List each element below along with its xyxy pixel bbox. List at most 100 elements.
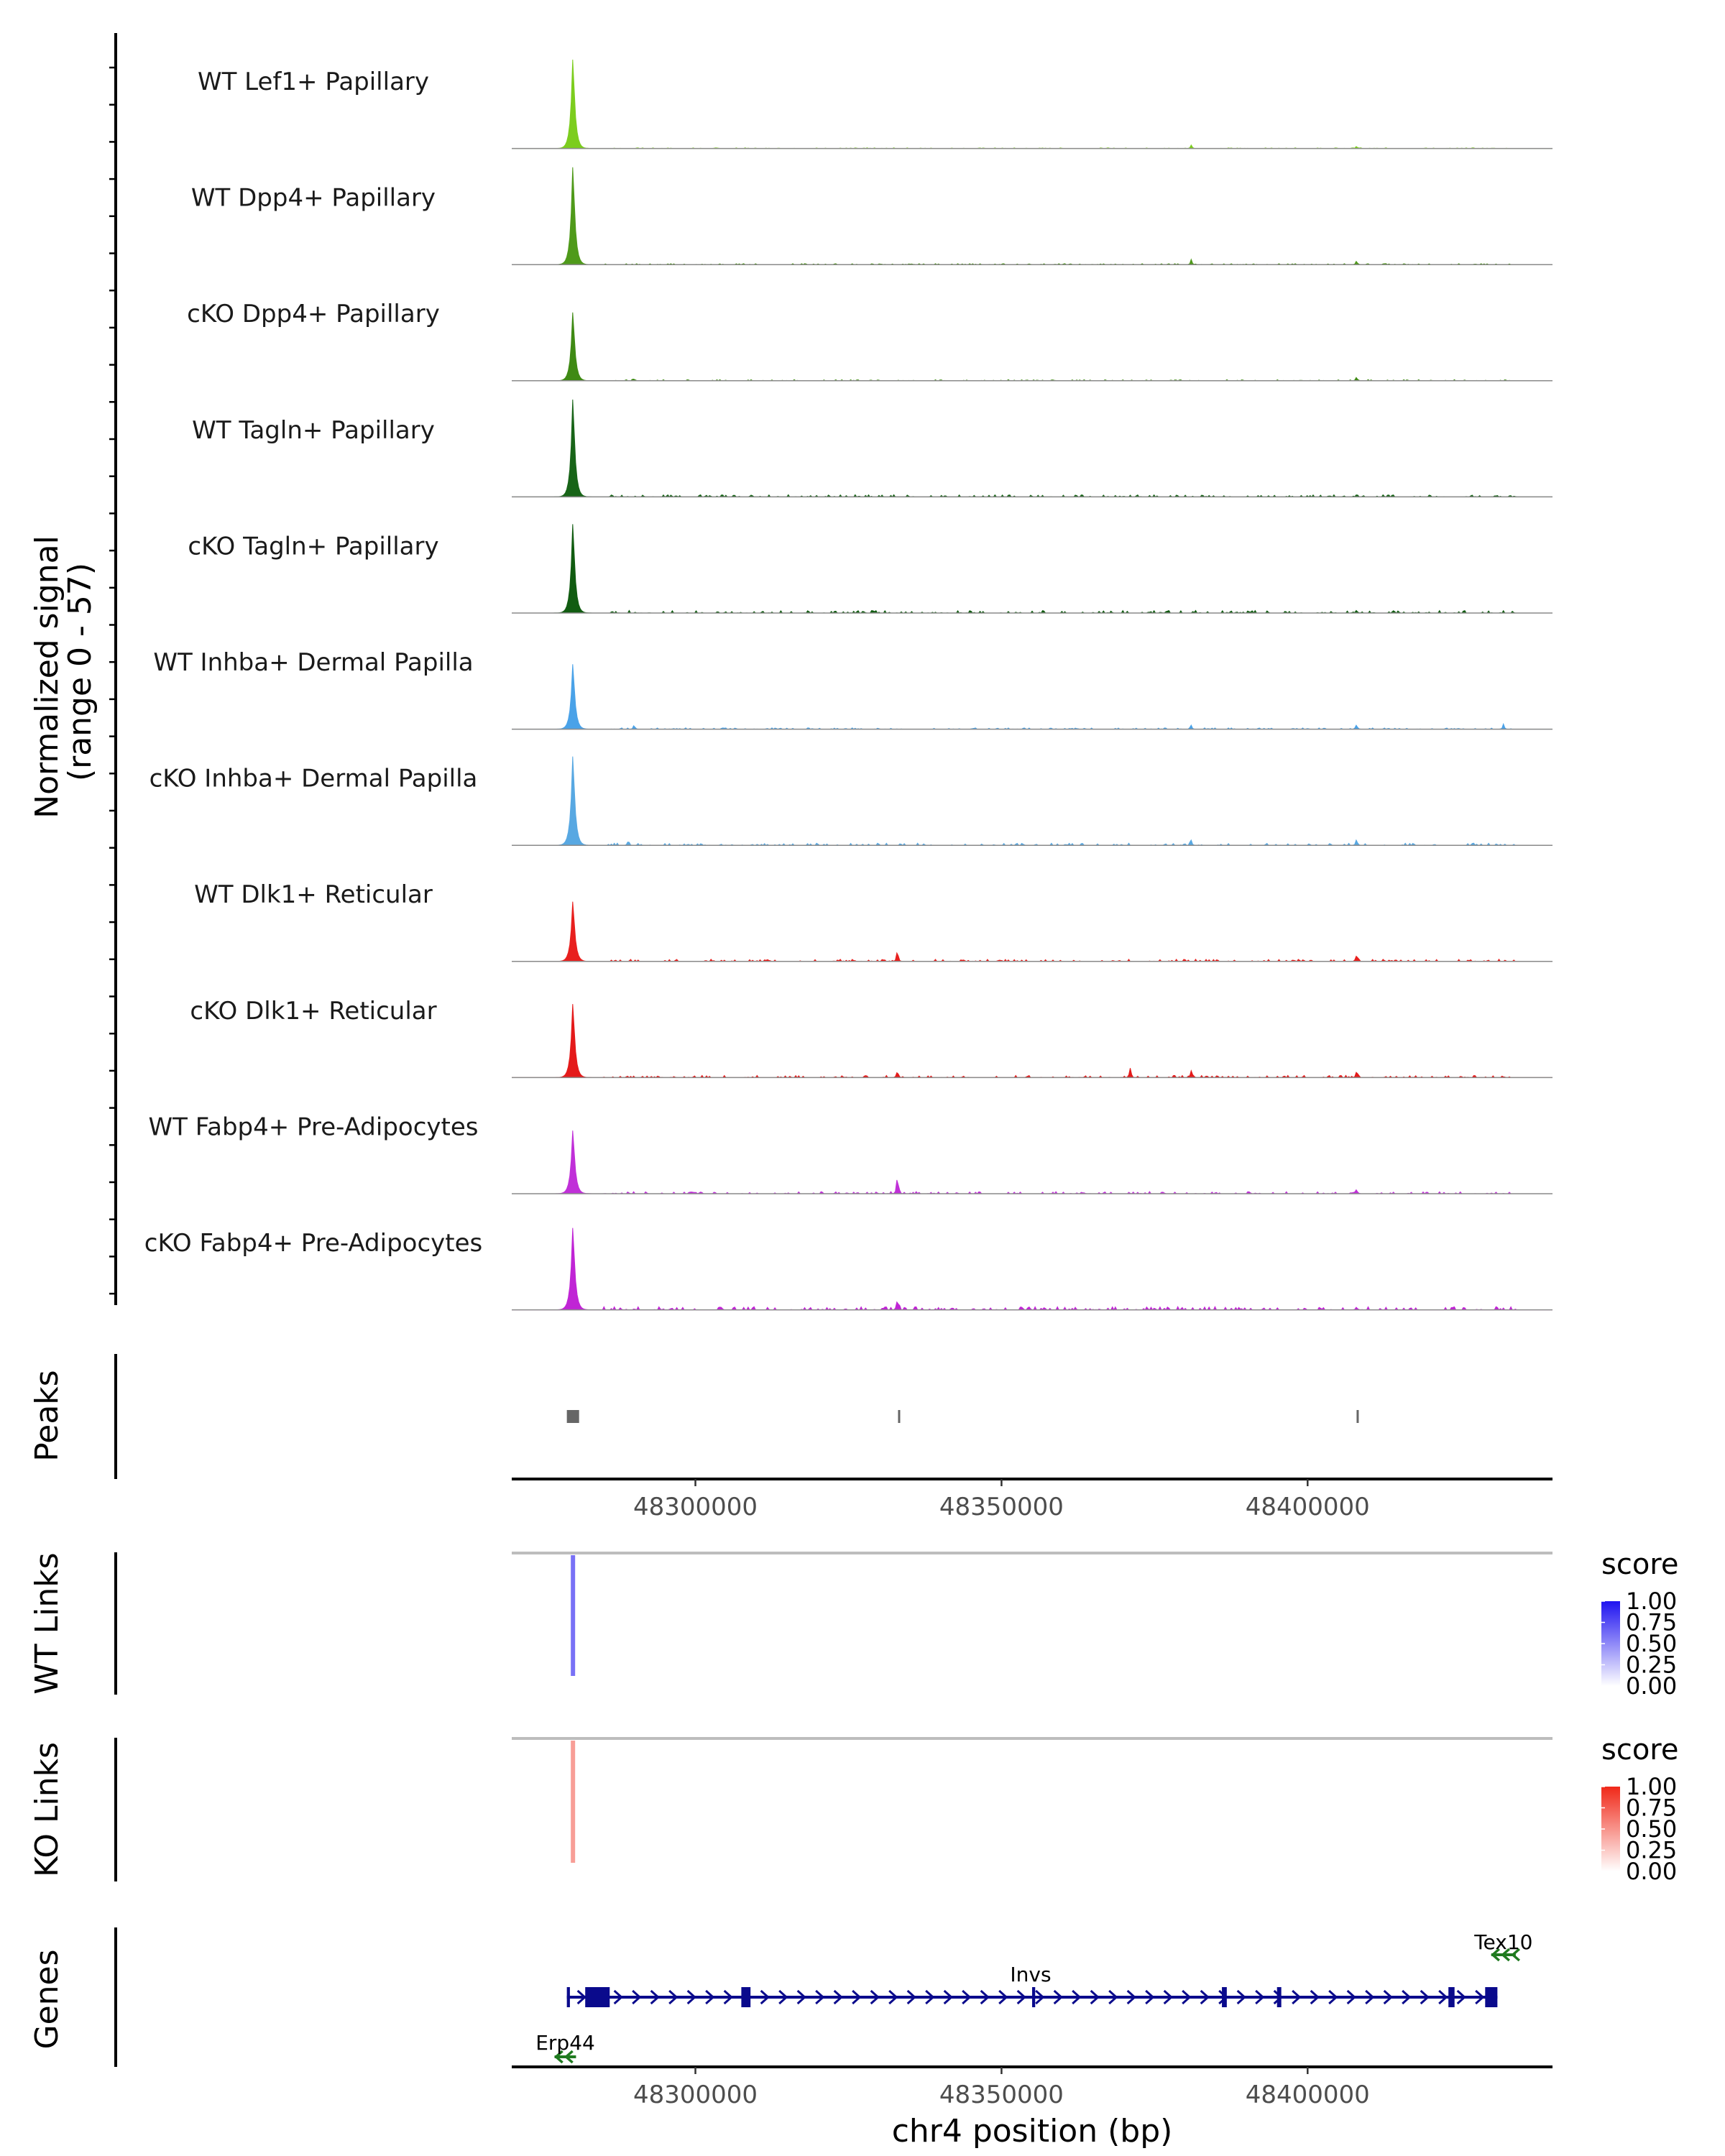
strand-arrow: [1491, 1948, 1500, 1962]
peak-region: [898, 1410, 901, 1423]
links-track-label: KO Links: [29, 1742, 65, 1877]
score-legend-label: 0.00: [1626, 1858, 1677, 1885]
track-label: WT Fabp4+ Pre-Adipocytes: [149, 1112, 479, 1141]
score-legend-title: score: [1601, 1548, 1678, 1581]
strand-arrow: [1072, 1989, 1082, 2005]
strand-arrow: [632, 1989, 642, 2005]
exon: [1485, 1987, 1498, 2007]
strand-arrow: [888, 1989, 898, 2005]
track-label: cKO Tagln+ Papillary: [188, 532, 438, 561]
strand-arrow: [998, 1989, 1008, 2005]
x-tick-label-bottom: 48400000: [1246, 2081, 1370, 2109]
track-6: WT Inhba+ Dermal Papilla: [153, 648, 1552, 730]
score-legend-label: 1.00: [1626, 1588, 1677, 1615]
track-label: cKO Dlk1+ Reticular: [190, 997, 436, 1026]
strand-arrow: [1346, 1989, 1356, 2005]
exon: [1222, 1987, 1227, 2007]
link-arc: [571, 1741, 576, 1863]
strand-arrow: [1402, 1989, 1412, 2005]
track-8: WT Dlk1+ Reticular: [194, 880, 1552, 962]
x-tick-label-bottom: 48350000: [939, 2081, 1064, 2109]
score-legend-label: 1.00: [1626, 1773, 1677, 1800]
wt-links-track: WT Links score 1.000.750.500.250.00: [29, 1548, 1678, 1700]
track-label: WT Tagln+ Papillary: [192, 416, 435, 445]
track-3: cKO Dpp4+ Papillary: [187, 300, 1552, 382]
strand-arrow: [1420, 1989, 1430, 2005]
track-label: WT Inhba+ Dermal Papilla: [153, 648, 473, 677]
strand-arrow: [650, 1989, 660, 2005]
strand-arrow: [778, 1989, 788, 2005]
strand-arrow: [668, 1989, 678, 2005]
gene-label: Tex10: [1473, 1930, 1532, 1954]
strand-arrow: [1236, 1989, 1246, 2005]
strand-arrow: [1475, 1989, 1485, 2005]
track-9: cKO Dlk1+ Reticular: [190, 997, 1552, 1079]
track-7: cKO Inhba+ Dermal Papilla: [150, 756, 1552, 847]
strand-arrow: [1035, 1989, 1045, 2005]
coverage-axis-ticks: [109, 66, 116, 1295]
x-tick-label-top: 48300000: [633, 1493, 758, 1521]
strand-arrow: [1292, 1989, 1302, 2005]
track-label: WT Dlk1+ Reticular: [194, 880, 433, 909]
strand-arrow: [1108, 1989, 1118, 2005]
strand-arrow: [870, 1989, 880, 2005]
track-label: cKO Dpp4+ Papillary: [187, 300, 440, 328]
exon: [1276, 1987, 1282, 2007]
strand-arrow: [723, 1989, 733, 2005]
strand-arrow: [1383, 1989, 1393, 2005]
strand-arrow: [1053, 1989, 1063, 2005]
x-axis-top: 48300000 48350000 48400000: [512, 1478, 1552, 1521]
score-legend: score 1.000.750.500.250.00: [1601, 1548, 1678, 1700]
strand-arrow: [980, 1989, 990, 2005]
links-track-label: WT Links: [29, 1552, 65, 1694]
strand-arrow: [852, 1989, 862, 2005]
strand-arrow: [576, 1989, 586, 2005]
x-tick-label-bottom: 48300000: [633, 2081, 758, 2109]
strand-arrow: [1016, 1989, 1026, 2005]
track-label: cKO Fabp4+ Pre-Adipocytes: [144, 1229, 483, 1258]
coverage-axis: [109, 33, 117, 1305]
x-tick-label-top: 48350000: [939, 1493, 1064, 1521]
strand-arrow: [686, 1989, 696, 2005]
link-arc: [571, 1555, 576, 1676]
strand-arrow: [1328, 1989, 1338, 2005]
strand-arrow: [760, 1989, 770, 2005]
gene-invs: Invs: [566, 1963, 1498, 2007]
genes-track: Genes Invs Tex10 Erp44: [29, 1927, 1532, 2067]
track-4: WT Tagln+ Papillary: [192, 399, 1552, 498]
track-5: cKO Tagln+ Papillary: [188, 524, 1552, 614]
strand-arrow: [1163, 1989, 1173, 2005]
track-label: WT Dpp4+ Papillary: [191, 184, 436, 213]
strand-arrow: [815, 1989, 825, 2005]
exon: [741, 1987, 751, 2007]
peak-region: [1356, 1410, 1359, 1423]
exon: [1448, 1987, 1455, 2007]
strand-arrow: [1310, 1989, 1320, 2005]
x-tick-label-top: 48400000: [1246, 1493, 1370, 1521]
strand-arrow: [1182, 1989, 1192, 2005]
strand-arrow: [943, 1989, 953, 2005]
strand-arrow: [1200, 1989, 1210, 2005]
strand-arrow: [1456, 1989, 1466, 2005]
peaks-track-label: Peaks: [29, 1370, 65, 1461]
peak-regions: [566, 1410, 1359, 1423]
strand-arrow: [564, 2050, 574, 2064]
track-10: WT Fabp4+ Pre-Adipocytes: [149, 1112, 1552, 1194]
score-legend-label: 0.50: [1626, 1815, 1677, 1843]
track-1: WT Lef1+ Papillary: [198, 59, 1552, 149]
strand-arrow: [925, 1989, 935, 2005]
x-axis-label: chr4 position (bp): [892, 2113, 1173, 2150]
strand-arrow: [962, 1989, 972, 2005]
gene-models: Invs Tex10 Erp44: [535, 1930, 1532, 2064]
genes-track-label: Genes: [29, 1949, 65, 2049]
exon: [566, 1987, 570, 2007]
strand-arrow: [613, 1989, 623, 2005]
strand-arrow: [1365, 1989, 1375, 2005]
track-label: cKO Inhba+ Dermal Papilla: [150, 765, 478, 793]
strand-arrow: [705, 1989, 715, 2005]
gene-tex10: Tex10: [1473, 1930, 1532, 1962]
exon: [1032, 1987, 1036, 2007]
ko-links-track: KO Links score 1.000.750.500.250.00: [29, 1733, 1678, 1885]
score-legend-label: 0.50: [1626, 1630, 1677, 1657]
score-legend-label: 0.25: [1626, 1837, 1677, 1864]
